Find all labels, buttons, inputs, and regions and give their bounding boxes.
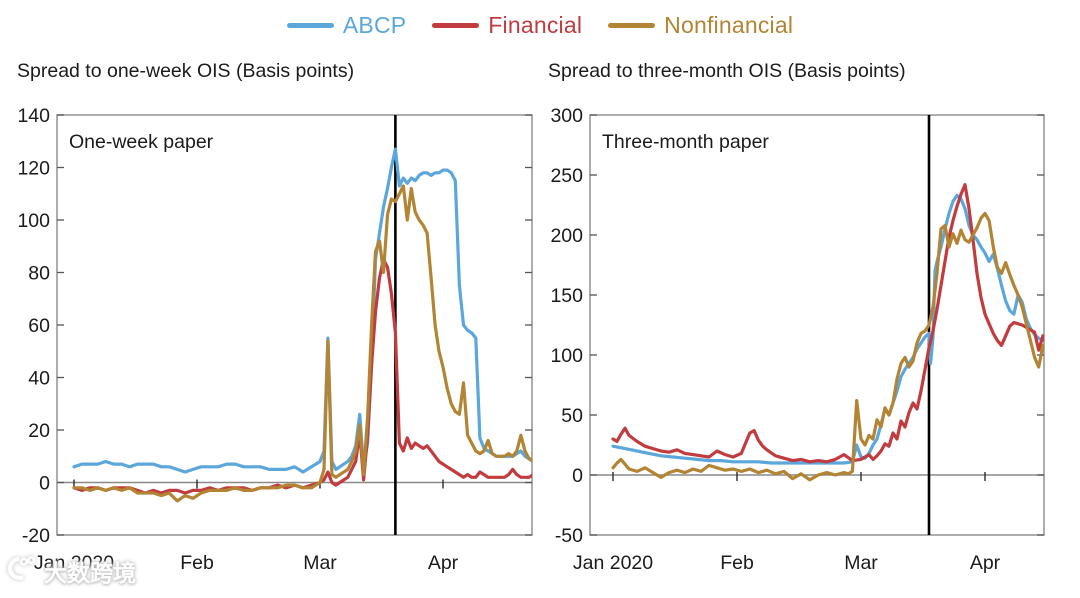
- y-tick-label: 50: [561, 405, 583, 427]
- series-group: [611, 183, 1044, 482]
- legend-label-financial: Financial: [488, 11, 583, 38]
- chart-panel-one-week: 140 120 100 80 60 40 20 0 -20 Jan 2020 Feb Mar Apr: [17, 105, 533, 574]
- x-tick-label: Feb: [180, 552, 214, 574]
- legend-item-nonfinancial: Nonfinancial: [608, 12, 793, 39]
- chart-panel-three-month: 300 250 200 150 100 50 0 -50 Jan 2020 Feb Mar Apr: [550, 105, 1045, 574]
- y-tick-label: 20: [28, 420, 50, 442]
- plot-frame: [56, 114, 533, 536]
- y-tick-label: 200: [550, 225, 583, 247]
- y-tick-label: 140: [17, 105, 50, 127]
- series-line-nonfinancial: [72, 184, 532, 503]
- y-tick-label: 0: [39, 473, 50, 495]
- series-line-abcp: [72, 147, 532, 474]
- watermark-logo-icon: [2, 550, 43, 592]
- series-line-abcp: [611, 193, 1044, 465]
- watermark-text: 大数跨境: [44, 560, 136, 586]
- x-tick-label: Jan 2020: [573, 552, 653, 574]
- series-line-financial: [611, 183, 1044, 464]
- panel-label-three-month: Three-month paper: [602, 131, 769, 153]
- legend-swatch-financial: [432, 22, 480, 28]
- y-tick-label: -50: [555, 525, 583, 547]
- legend-swatch-nonfinancial: [608, 22, 656, 28]
- x-tick-label: Apr: [970, 552, 1001, 574]
- right-chart-subtitle: Spread to three-month OIS (Basis points): [548, 60, 906, 82]
- x-tick-label: Feb: [720, 552, 754, 574]
- y-tick-label: 120: [17, 158, 50, 180]
- y-tick-label: 250: [550, 165, 583, 187]
- plot-frame: [589, 114, 1045, 536]
- legend: ABCP Financial Nonfinancial: [0, 6, 1080, 44]
- legend-label-abcp: ABCP: [342, 11, 407, 38]
- watermark: 大数跨境: [5, 553, 136, 589]
- legend-label-nonfinancial: Nonfinancial: [664, 11, 794, 38]
- x-tick-label: Mar: [303, 552, 337, 574]
- series-line-nonfinancial: [611, 211, 1044, 482]
- y-tick-label: -20: [22, 525, 50, 547]
- x-tick-label: Mar: [844, 552, 878, 574]
- y-tick-label: 150: [550, 285, 583, 307]
- legend-swatch-abcp: [286, 22, 334, 28]
- y-tick-label: 60: [28, 315, 50, 337]
- x-tick-label: Jan 2020: [34, 552, 114, 574]
- y-tick-label: 100: [17, 210, 50, 232]
- y-tick-label: 100: [550, 345, 583, 367]
- legend-item-abcp: ABCP: [286, 11, 407, 39]
- y-tick-label: 300: [550, 105, 583, 127]
- left-chart-subtitle: Spread to one-week OIS (Basis points): [17, 60, 355, 82]
- y-tick-label: 40: [28, 368, 50, 390]
- legend-item-financial: Financial: [432, 12, 582, 39]
- series-group: [72, 147, 532, 503]
- panel-label-one-week: One-week paper: [69, 131, 214, 153]
- series-line-financial: [72, 257, 532, 495]
- y-tick-label: 80: [28, 263, 50, 285]
- y-tick-label: 0: [572, 465, 583, 487]
- x-tick-label: Apr: [428, 552, 459, 574]
